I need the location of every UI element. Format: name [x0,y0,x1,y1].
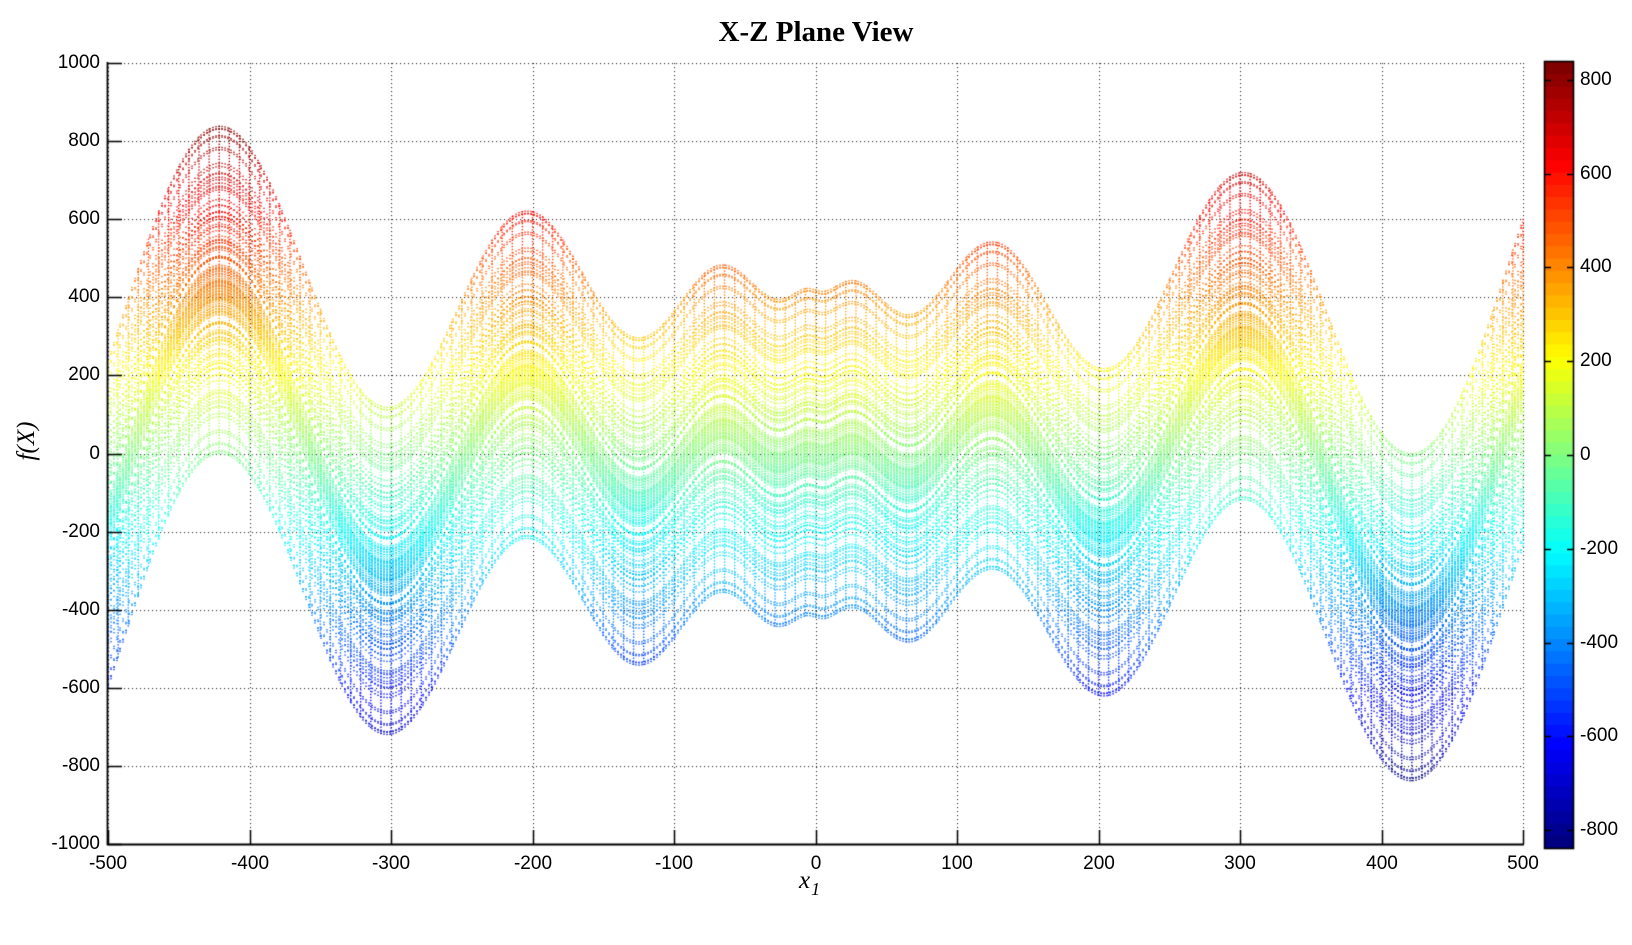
y-tick-label: 1000 [57,52,100,73]
y-tick-label: 800 [68,130,100,151]
y-axis-label: f(X) [13,421,40,461]
y-tick-label: -1000 [51,833,100,854]
x-tick-label: 100 [941,853,973,874]
colorbar-tick-label: -400 [1580,632,1619,653]
x-tick-label: 200 [1083,853,1115,874]
x-axis-label: x1 [799,867,820,899]
x-tick-label: 0 [810,853,822,874]
y-tick-label: -200 [61,521,100,542]
y-tick-label: 200 [68,364,100,385]
x-tick-label: 300 [1224,853,1256,874]
y-tick-label: 400 [68,286,100,307]
x-axis-label-base: x [799,867,811,894]
colorbar-tick-label: 0 [1580,444,1591,465]
y-tick-label: -600 [61,677,100,698]
x-tick-label: -400 [230,853,270,874]
y-tick-label: -800 [61,755,100,776]
x-tick-label: -300 [371,853,411,874]
x-axis-label-subscript: 1 [811,879,821,899]
y-tick-label: 0 [89,443,100,464]
y-tick-label: -400 [61,599,100,620]
colorbar-tick-label: -600 [1580,725,1619,746]
y-tick-label: 600 [68,208,100,229]
x-tick-label: -500 [88,853,128,874]
x-tick-label: 400 [1366,853,1398,874]
colorbar-tick-label: 400 [1580,256,1612,277]
colorbar-tick-label: 800 [1580,69,1612,90]
colorbar-tick-label: 200 [1580,350,1612,371]
x-tick-label: 500 [1507,853,1539,874]
x-tick-label: -100 [654,853,694,874]
colorbar-tick-label: -200 [1580,538,1619,559]
colorbar-tick-label: -800 [1580,819,1619,840]
colorbar-tick-label: 600 [1580,163,1612,184]
x-tick-label: -200 [513,853,553,874]
chart-title: X-Z Plane View [718,16,914,48]
